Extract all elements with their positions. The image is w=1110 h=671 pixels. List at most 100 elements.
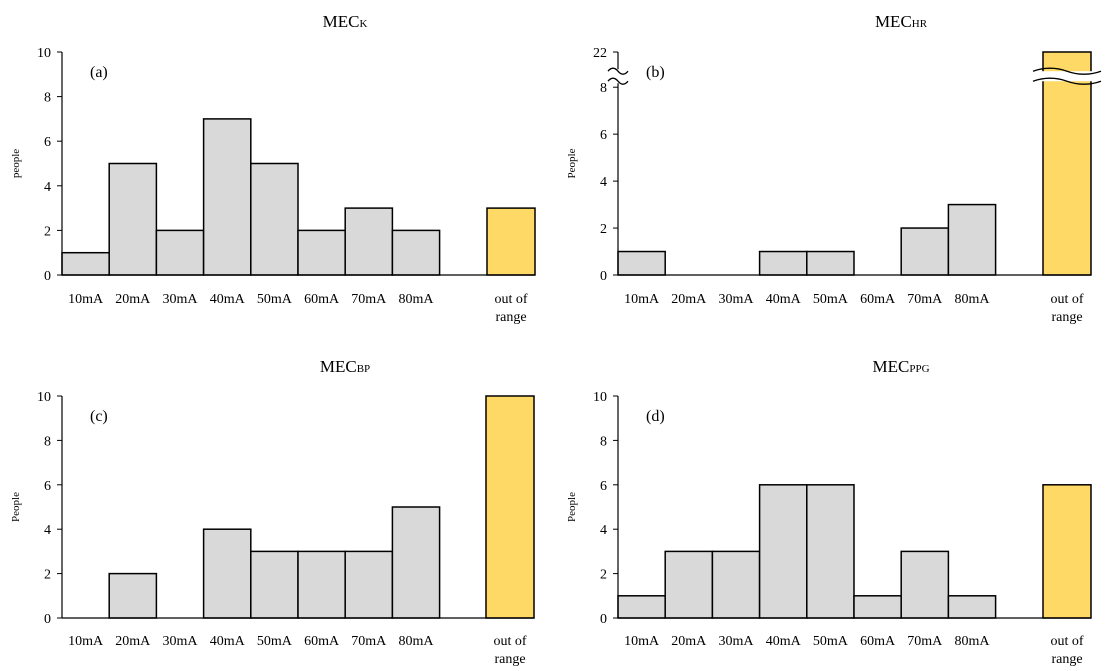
bar-60mA — [297, 550, 346, 619]
x-tick-label: 80mA — [955, 634, 991, 649]
y-tick-label: 0 — [44, 269, 51, 284]
y-tick-label: 0 — [600, 612, 607, 627]
bar-40mA — [202, 118, 252, 276]
x-tick-label-out-of-range: range — [495, 310, 526, 325]
bar-70mA — [344, 550, 394, 619]
x-tick-label: 10mA — [68, 292, 104, 307]
y-axis-label: People — [566, 148, 578, 178]
x-tick-label: 30mA — [719, 292, 755, 307]
x-tick-label: 50mA — [257, 634, 293, 649]
x-tick-label: 70mA — [351, 634, 387, 649]
y-tick-label: 8 — [44, 91, 51, 106]
x-tick-label: 70mA — [907, 634, 943, 649]
x-tick-label: 30mA — [163, 292, 199, 307]
chart-title: MECK — [323, 12, 368, 31]
chart-panel-3: MECBP (c) People 0 2 4 6 8 10 10mA 20mA 30mA 40mA 50m… — [10, 357, 535, 667]
x-tick-label: 40mA — [210, 292, 246, 307]
x-tick-label: 60mA — [304, 292, 340, 307]
x-tick-label: 80mA — [399, 634, 435, 649]
axis-break-mask — [610, 71, 626, 82]
x-tick-label: 60mA — [860, 292, 896, 307]
x-tick-label: 30mA — [719, 634, 755, 649]
bar-20mA — [108, 162, 158, 276]
bar-out-of-range — [1042, 51, 1092, 276]
bar-30mA — [711, 550, 761, 619]
bar-50mA — [250, 550, 299, 619]
x-tick-label: 50mA — [813, 634, 849, 649]
chart-panel-1: MECK (a) people 0 2 4 6 8 10 10mA 20mA 30mA 40mA 50mA… — [10, 12, 536, 325]
x-tick-label-out-of-range: range — [494, 652, 525, 667]
bar-out-of-range — [1042, 484, 1092, 619]
x-tick-label: 70mA — [907, 292, 943, 307]
bar-out-of-range — [485, 395, 535, 619]
bar-break-line — [1032, 67, 1102, 75]
bar-50mA — [250, 162, 299, 276]
panel-label: (d) — [646, 408, 665, 425]
axis-break-line — [607, 67, 629, 75]
y-tick-label: 8 — [44, 434, 51, 449]
x-tick-label: 10mA — [624, 634, 660, 649]
y-tick-label: 4 — [44, 180, 51, 195]
bar-break-mask — [1039, 71, 1095, 82]
bar-80mA — [391, 229, 441, 276]
y-axis-label: People — [10, 492, 22, 522]
bar-70mA — [900, 550, 950, 619]
bar-20mA — [108, 572, 158, 619]
bar-80mA — [391, 506, 441, 619]
y-tick-label: 2 — [44, 568, 51, 583]
x-tick-label: 40mA — [210, 634, 246, 649]
bar-50mA — [806, 484, 855, 619]
y-tick-label: 6 — [44, 135, 51, 150]
panel-label: (c) — [90, 408, 108, 425]
y-tick-label: 10 — [593, 390, 607, 405]
axis-break-line — [607, 77, 629, 85]
panel-label: (b) — [646, 64, 665, 81]
x-tick-label-out-of-range: out of — [1050, 292, 1083, 307]
y-tick-label: 4 — [600, 175, 607, 190]
x-tick-label: 80mA — [399, 292, 435, 307]
bar-80mA — [947, 595, 997, 619]
y-tick-label: 10 — [37, 390, 51, 405]
bar-70mA — [344, 207, 394, 276]
x-tick-label: 30mA — [163, 634, 199, 649]
y-axis-label: People — [566, 492, 578, 522]
bar-70mA — [900, 227, 950, 276]
bar-10mA — [617, 595, 666, 619]
y-tick-label: 0 — [44, 612, 51, 627]
x-tick-label-out-of-range: out of — [493, 634, 526, 649]
x-tick-label: 20mA — [115, 292, 151, 307]
chart-panel-2: MECHR (b) People 0 2 4 6 8 22 10mA 20mA 30mA 40mA 50m… — [566, 12, 1102, 325]
panel-label: (a) — [90, 64, 108, 81]
x-tick-label: 10mA — [68, 634, 104, 649]
x-tick-label-out-of-range: range — [1051, 652, 1082, 667]
bar-50mA — [806, 250, 855, 276]
y-tick-label: 2 — [600, 568, 607, 583]
x-tick-label: 20mA — [115, 634, 151, 649]
bar-60mA — [297, 229, 346, 276]
y-tick-label: 4 — [44, 523, 51, 538]
bar-60mA — [853, 595, 902, 619]
x-tick-label: 40mA — [766, 292, 802, 307]
x-tick-label: 60mA — [860, 634, 896, 649]
chart-title: MECPPG — [872, 357, 929, 376]
x-tick-label: 10mA — [624, 292, 660, 307]
x-tick-label-out-of-range: out of — [1050, 634, 1083, 649]
bar-out-of-range — [486, 207, 536, 276]
x-tick-label: 60mA — [304, 634, 340, 649]
y-tick-label: 6 — [44, 479, 51, 494]
bar-20mA — [664, 550, 714, 619]
y-tick-label: 22 — [593, 46, 607, 61]
y-tick-label: 4 — [600, 523, 607, 538]
bar-30mA — [155, 229, 205, 276]
bar-80mA — [947, 203, 997, 276]
bar-10mA — [61, 251, 110, 276]
y-tick-label: 10 — [37, 46, 51, 61]
bar-40mA — [758, 250, 808, 276]
chart-title: MECBP — [320, 357, 370, 376]
chart-panel-4: MECPPG (d) People 0 2 4 6 8 10 10mA 20mA 30mA 40mA 50… — [566, 357, 1092, 667]
x-tick-label: 40mA — [766, 634, 802, 649]
bar-40mA — [202, 528, 252, 619]
bar-10mA — [617, 250, 666, 276]
